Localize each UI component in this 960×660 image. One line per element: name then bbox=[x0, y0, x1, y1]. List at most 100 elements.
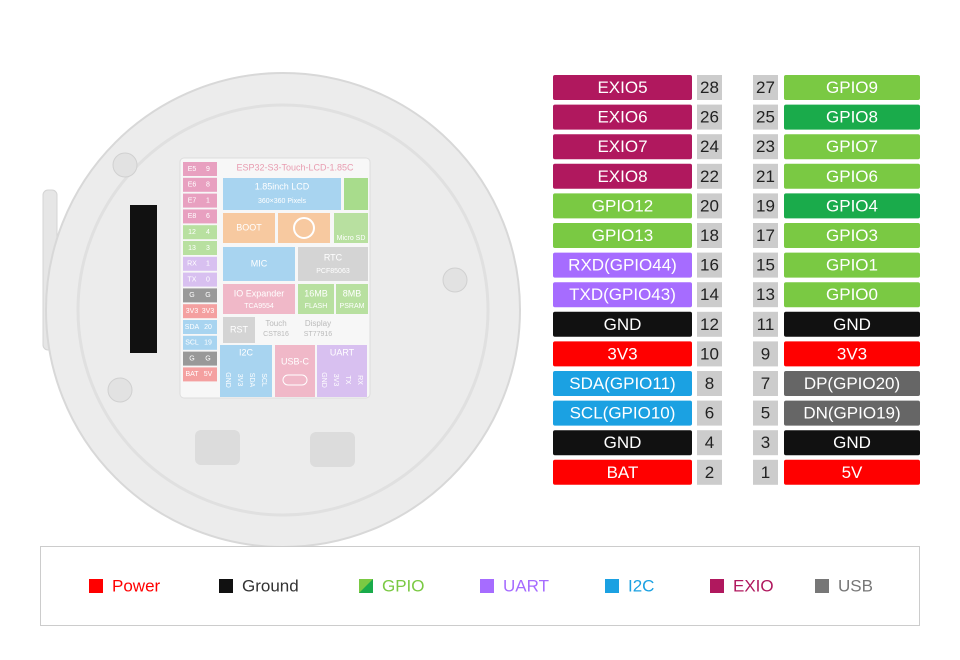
pin-number: 11 bbox=[757, 315, 775, 334]
pin-label: GPIO0 bbox=[826, 285, 878, 304]
board-pin-label: 3 bbox=[206, 245, 210, 252]
pin-label: GPIO4 bbox=[826, 196, 878, 215]
pin-label: DN(GPIO19) bbox=[803, 404, 900, 423]
board-pin-label: 1 bbox=[206, 261, 210, 268]
board-label: CST816 bbox=[263, 331, 289, 338]
pin-number: 19 bbox=[756, 196, 775, 215]
board-label: BOOT bbox=[236, 222, 262, 232]
pin-label-box bbox=[553, 459, 692, 485]
pin-number-box bbox=[697, 193, 722, 219]
screw bbox=[442, 267, 468, 293]
pin-label-box bbox=[784, 134, 920, 160]
pin-number-box bbox=[753, 75, 778, 100]
pin-label-box bbox=[553, 400, 692, 426]
board-label: 360×360 Pixels bbox=[258, 198, 307, 205]
legend-swatch bbox=[480, 579, 494, 593]
board-label: I2C bbox=[239, 347, 254, 357]
board-label: RST bbox=[230, 324, 249, 334]
pin-label-box bbox=[553, 104, 692, 130]
pin-number: 27 bbox=[756, 78, 775, 97]
pin-number: 6 bbox=[705, 404, 714, 423]
legend-swatch bbox=[815, 579, 829, 593]
pin-number-box bbox=[753, 252, 778, 278]
pin-label-box bbox=[553, 282, 692, 308]
pin-label: 3V3 bbox=[607, 344, 637, 363]
legend-swatch-split bbox=[359, 579, 373, 593]
legend-label: Power bbox=[112, 576, 161, 595]
board-label: GND bbox=[320, 372, 327, 388]
board-label: 16MB bbox=[304, 288, 328, 298]
pin-number-box bbox=[753, 282, 778, 308]
board-label: 8MB bbox=[343, 288, 362, 298]
board-pin-label: 19 bbox=[204, 340, 212, 347]
pin-number-box bbox=[697, 282, 722, 308]
pin-label-box bbox=[553, 134, 692, 160]
connector bbox=[130, 205, 157, 353]
board-label: FLASH bbox=[305, 303, 328, 310]
board-pin-label: G bbox=[205, 355, 210, 362]
board-pin-label: 0 bbox=[206, 276, 210, 283]
board-label: RTC bbox=[324, 252, 343, 262]
pin-number: 12 bbox=[700, 315, 719, 334]
board-pin-label: G bbox=[189, 355, 194, 362]
board-pin bbox=[183, 225, 217, 240]
board-label: Micro SD bbox=[337, 235, 366, 242]
board-pin bbox=[183, 320, 217, 334]
pin-number: 9 bbox=[761, 344, 770, 363]
pin-label-box bbox=[784, 311, 920, 337]
pin-label-box bbox=[553, 163, 692, 189]
screw bbox=[107, 377, 133, 403]
pin-number: 21 bbox=[756, 167, 775, 186]
pin-label-box bbox=[553, 311, 692, 337]
board-label: TX bbox=[344, 376, 351, 385]
pin-label: SDA(GPIO11) bbox=[569, 374, 675, 393]
board-label: RX bbox=[356, 375, 363, 385]
usb-icon bbox=[282, 374, 308, 386]
pin-label-box bbox=[784, 430, 920, 456]
board-label: USB-C bbox=[281, 356, 310, 366]
board-title: ESP32-S3-Touch-LCD-1.85C bbox=[236, 162, 354, 172]
board-pin bbox=[183, 367, 217, 382]
device: ESP32-S3-Touch-LCD-1.85C E5 9 E6 8 E7 1 E8 6 12 4… bbox=[42, 72, 521, 548]
block bbox=[334, 213, 368, 243]
pin-label-box bbox=[553, 193, 692, 219]
board-pin-label: SCL bbox=[185, 340, 199, 347]
pin-label-box bbox=[784, 163, 920, 189]
pin-number-box bbox=[697, 252, 722, 278]
board-pin bbox=[183, 162, 217, 176]
pin-number: 8 bbox=[705, 374, 714, 393]
pin-label-box bbox=[553, 223, 692, 248]
pin-number-box bbox=[753, 163, 778, 189]
pin-label: GPIO7 bbox=[826, 137, 878, 156]
pin-label: EXIO6 bbox=[597, 108, 647, 127]
board-pin bbox=[183, 209, 217, 224]
pin-label: GPIO1 bbox=[826, 256, 878, 275]
board-label: SCL bbox=[260, 373, 267, 387]
pin-label-box bbox=[553, 252, 692, 278]
board-pin-label: E6 bbox=[188, 182, 197, 189]
board-pin bbox=[183, 256, 217, 271]
pin-label: EXIO7 bbox=[597, 137, 647, 156]
pin-number-box bbox=[753, 459, 778, 485]
board-pin-label: 12 bbox=[188, 229, 196, 236]
pin-label: GPIO6 bbox=[826, 167, 878, 186]
pin-number-box bbox=[697, 371, 722, 396]
pin-label: RXD(GPIO44) bbox=[568, 256, 677, 275]
legend-label: EXIO bbox=[733, 576, 774, 595]
pin-label-box bbox=[553, 75, 692, 100]
pin-label: 5V bbox=[842, 463, 863, 482]
pin-label-box bbox=[553, 371, 692, 396]
pin-label-box bbox=[553, 430, 692, 456]
pin-label-box bbox=[784, 282, 920, 308]
pin-number-box bbox=[753, 193, 778, 219]
legend-swatch bbox=[710, 579, 724, 593]
board-pin-label: 1 bbox=[206, 197, 210, 204]
block bbox=[223, 213, 275, 243]
legend-label: UART bbox=[503, 576, 549, 595]
board-pin-label: 3V3 bbox=[186, 308, 199, 315]
pin-number: 4 bbox=[705, 433, 714, 452]
board-pin bbox=[183, 351, 217, 366]
pin-number-box bbox=[753, 400, 778, 426]
